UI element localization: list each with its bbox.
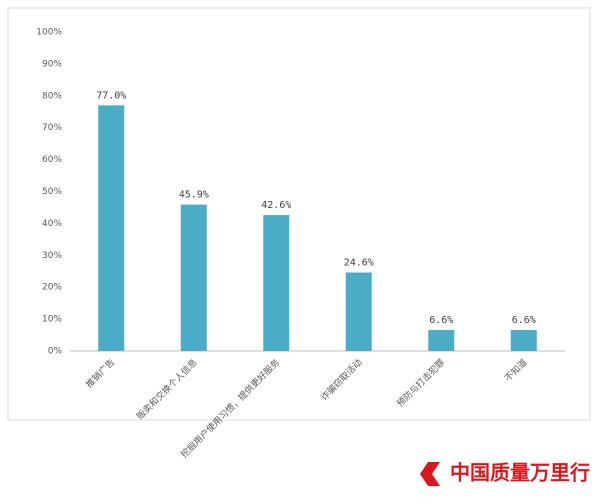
y-tick-label: 30%	[42, 251, 62, 261]
bar	[98, 105, 125, 352]
value-label: 6.6%	[512, 315, 536, 326]
y-tick-label: 10%	[42, 315, 62, 325]
value-label: 6.6%	[429, 315, 453, 326]
y-tick-label: 50%	[42, 187, 62, 197]
y-tick-label: 0%	[48, 347, 63, 357]
y-tick-label: 100%	[36, 28, 62, 38]
bar	[345, 272, 372, 351]
bar	[263, 215, 290, 351]
value-label: 77.0%	[96, 90, 126, 101]
chart-frame	[7, 7, 591, 421]
watermark-logo	[420, 462, 446, 486]
y-tick-label: 60%	[42, 155, 62, 165]
value-label: 42.6%	[261, 200, 291, 211]
bar	[180, 204, 207, 351]
y-tick-label: 80%	[42, 91, 62, 101]
bar	[510, 329, 537, 351]
y-tick-label: 40%	[42, 219, 62, 229]
y-tick-label: 70%	[42, 123, 62, 133]
value-label: 45.9%	[179, 190, 209, 201]
y-tick-label: 20%	[42, 283, 62, 293]
watermark: 中国质量万里行	[450, 461, 590, 485]
value-label: 24.6%	[344, 258, 374, 269]
y-tick-label: 90%	[42, 59, 62, 69]
bar	[428, 329, 455, 351]
